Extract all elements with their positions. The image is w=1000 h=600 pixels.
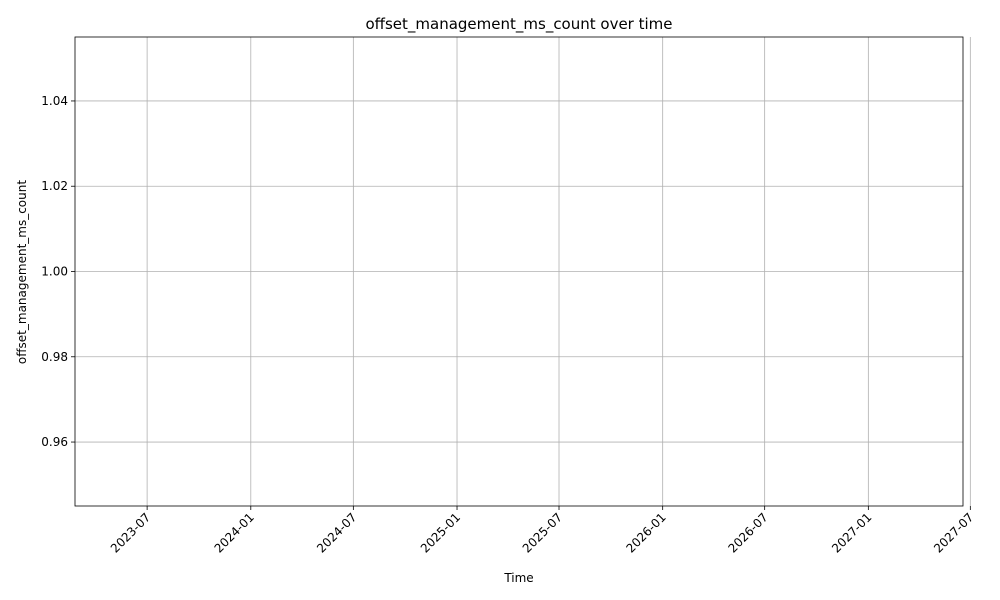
grid-lines: [75, 37, 971, 506]
y-axis-ticks: 0.96 0.98 1.00 1.02 1.04: [41, 94, 75, 449]
x-axis-label: Time: [503, 571, 533, 585]
y-axis-label: offset_management_ms_count: [15, 180, 29, 364]
x-tick-label: 2027-01: [829, 510, 874, 555]
y-tick-label: 1.04: [41, 94, 68, 108]
x-tick-label: 2024-01: [212, 510, 257, 555]
y-tick-label: 0.96: [41, 435, 68, 449]
x-tick-label: 2027-07: [931, 510, 976, 555]
x-tick-label: 2025-01: [418, 510, 463, 555]
x-tick-label: 2026-01: [623, 510, 668, 555]
x-tick-label: 2025-07: [520, 510, 565, 555]
chart-title: offset_management_ms_count over time: [365, 15, 672, 34]
y-tick-label: 0.98: [41, 350, 68, 364]
x-tick-label: 2023-07: [108, 510, 153, 555]
y-tick-label: 1.02: [41, 179, 68, 193]
y-tick-label: 1.00: [41, 265, 68, 279]
x-tick-label: 2026-07: [725, 510, 770, 555]
x-tick-label: 2024-07: [314, 510, 359, 555]
x-axis-ticks: 2023-07 2024-01 2024-07 2025-01 2025-07 2026-…: [108, 506, 976, 556]
